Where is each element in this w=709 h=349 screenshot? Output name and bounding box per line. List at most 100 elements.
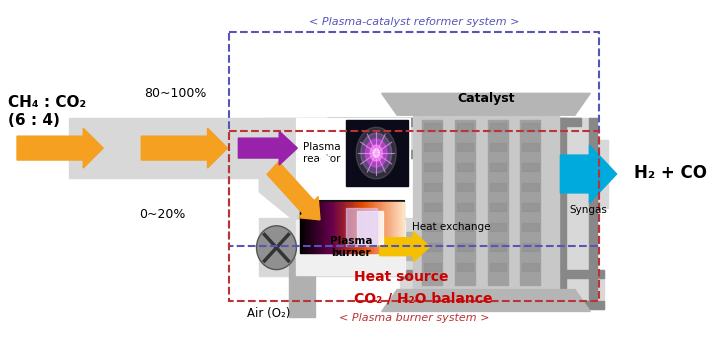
Bar [381,202,383,253]
FancyArrow shape [238,131,297,165]
Bar [457,263,474,270]
Bar [336,202,337,253]
Bar [303,202,305,253]
Bar [389,202,390,253]
Bar [457,203,474,211]
Bar [384,202,385,253]
Bar [259,218,418,276]
Bar [350,202,351,253]
Bar [386,202,387,253]
Bar [313,202,315,253]
Bar [339,202,340,253]
Bar [424,263,440,270]
Bar [520,120,540,284]
Text: Plasma
burner: Plasma burner [330,236,372,258]
Bar [424,243,440,251]
Bar [359,202,360,253]
Bar [423,120,442,284]
Bar [301,202,302,253]
Bar [523,223,539,231]
Bar [358,202,359,253]
Bar [455,120,475,284]
Bar [374,202,375,253]
Bar [334,202,335,253]
Bar [490,123,506,131]
Text: Syngas: Syngas [569,205,608,215]
Bar [457,123,474,131]
Bar [312,202,313,253]
Bar [323,202,325,253]
Text: CO₂ / H₂O balance: CO₂ / H₂O balance [354,291,493,305]
Bar [320,202,321,253]
Bar [383,202,384,253]
FancyArrow shape [141,128,228,168]
Bar [457,243,474,251]
Bar [362,202,364,253]
Bar [296,118,410,188]
Bar [344,202,345,253]
Polygon shape [356,127,396,179]
Bar [302,202,303,253]
Polygon shape [259,160,328,248]
Bar [398,202,399,253]
Text: Air (O₂): Air (O₂) [247,307,290,320]
Bar [348,202,349,253]
Bar [328,202,329,253]
Bar [354,202,355,253]
Bar [364,202,365,253]
Polygon shape [361,133,391,173]
Polygon shape [370,145,382,161]
Bar [490,263,506,270]
Bar [300,200,404,255]
Bar [373,202,374,253]
Bar [340,202,341,253]
FancyArrow shape [17,128,104,168]
Bar [337,202,338,253]
Bar [308,202,309,253]
Bar [360,202,361,253]
Bar [347,202,348,253]
Bar [413,115,559,290]
Bar [345,202,346,253]
Bar [289,258,315,318]
Bar [523,243,539,251]
Polygon shape [373,149,379,157]
Bar [457,163,474,171]
Bar [361,202,362,253]
Bar [355,202,357,253]
Bar [346,120,408,186]
Bar [365,202,367,253]
Bar [335,202,336,253]
Text: CH₄ : CO₂
(6 : 4): CH₄ : CO₂ (6 : 4) [8,95,86,128]
Bar [457,143,474,151]
Bar [346,202,347,253]
Bar [400,202,401,253]
Bar [490,163,506,171]
Bar [346,208,377,246]
Circle shape [257,226,296,270]
Bar [357,211,383,244]
Bar [328,118,581,126]
Bar [401,202,403,253]
Bar [391,202,393,253]
Bar [372,202,373,253]
Bar [341,202,342,253]
Bar [315,202,316,253]
Text: H₂ + CO: H₂ + CO [634,164,707,182]
Bar [424,183,440,191]
Bar [490,243,506,251]
Bar [457,183,474,191]
Text: 80~100%: 80~100% [144,87,206,100]
Polygon shape [381,290,591,311]
Bar [387,202,388,253]
Bar [330,202,331,253]
Bar [325,202,326,253]
Bar [424,143,440,151]
Bar [523,183,539,191]
Bar [380,202,381,253]
Bar [490,203,506,211]
Bar [424,203,440,211]
Bar [264,118,354,158]
Bar [332,202,333,253]
Bar [371,202,372,253]
